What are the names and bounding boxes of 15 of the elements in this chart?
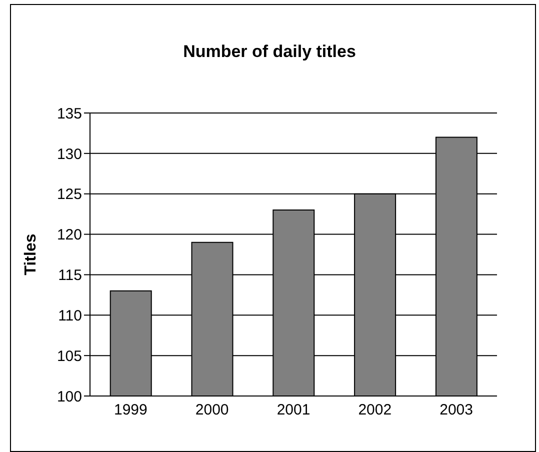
y-tick-label: 100 [56,388,82,406]
x-tick-label: 2003 [440,402,473,419]
y-tick-label: 135 [56,105,82,122]
y-tick-label: 115 [58,267,82,284]
y-axis-title: Titles [22,234,40,276]
x-tick-label: 2000 [195,402,229,419]
y-tick-label: 105 [56,348,82,365]
y-tick-label: 110 [58,307,82,324]
x-tick-label: 2001 [276,402,310,419]
x-tick-label: 2002 [358,402,392,419]
x-tick-label: 1999 [114,402,148,419]
y-tick-label: 125 [56,186,82,204]
chart-title: Number of daily titles [182,42,357,62]
y-tick-label: 130 [56,146,82,163]
y-tick-label: 120 [56,226,82,244]
